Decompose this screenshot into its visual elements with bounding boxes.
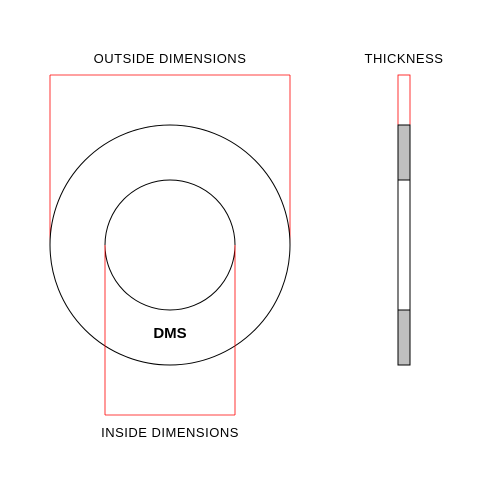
- inside-dimensions-label: INSIDE DIMENSIONS: [101, 425, 239, 440]
- thickness-label: THICKNESS: [365, 51, 444, 66]
- thickness-side-view: [398, 75, 410, 365]
- washer-dimension-diagram: OUTSIDE DIMENSIONS INSIDE DIMENSIONS THI…: [0, 0, 500, 500]
- center-label: DMS: [153, 325, 186, 342]
- outside-dimensions-label: OUTSIDE DIMENSIONS: [94, 51, 247, 66]
- inner-diameter-circle: [105, 180, 235, 310]
